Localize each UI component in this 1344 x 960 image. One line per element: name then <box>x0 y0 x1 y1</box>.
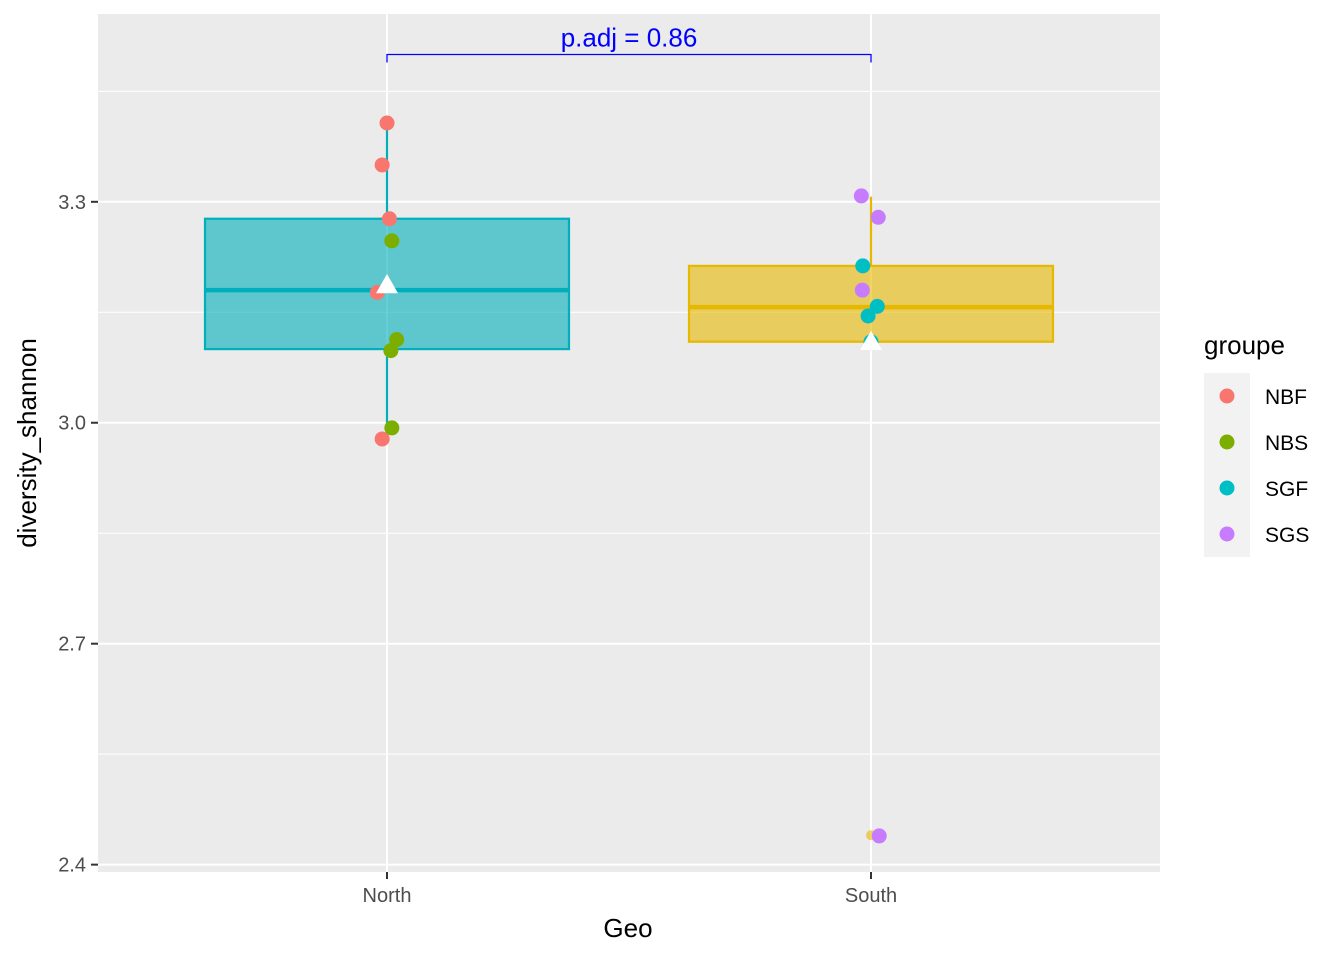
legend-key <box>1219 526 1235 542</box>
annotation-layer: p.adj = 0.86 <box>386 23 872 63</box>
legend-item-sgf: SGF <box>1219 478 1308 501</box>
legend-label: NBS <box>1265 432 1308 455</box>
legend-label: SGF <box>1265 478 1308 501</box>
significance-bracket <box>386 53 872 63</box>
legend-title: groupe <box>1204 330 1285 360</box>
data-point-nbs <box>384 420 400 436</box>
data-point-nbs <box>384 233 400 249</box>
data-point-sgs <box>853 188 869 204</box>
data-point-sgs <box>870 209 886 225</box>
data-point-nbf <box>381 211 397 227</box>
data-point-nbs <box>389 332 405 348</box>
legend: groupe NBF NBS SGF SGS <box>1204 330 1309 557</box>
mean-marker <box>860 330 882 350</box>
x-axis: North South <box>363 872 897 907</box>
legend-item-nbf: NBF <box>1219 386 1307 409</box>
legend-key <box>1219 434 1235 450</box>
p-value-label: p.adj = 0.86 <box>561 23 698 53</box>
mean-marker-layer <box>376 274 882 350</box>
legend-item-nbs: NBS <box>1219 432 1308 455</box>
legend-label: SGS <box>1265 524 1309 547</box>
y-axis: 2.4 2.7 3.0 3.3 <box>58 192 98 877</box>
legend-key-background <box>1204 373 1250 557</box>
y-tick-label: 3.3 <box>58 192 86 214</box>
plot-panel <box>98 14 1160 872</box>
x-tick-label: South <box>845 885 897 907</box>
legend-label: NBF <box>1265 386 1307 409</box>
data-point-sgf <box>860 308 876 324</box>
mean-marker <box>376 274 398 294</box>
y-tick-label: 3.0 <box>58 413 86 435</box>
data-point-nbf <box>374 157 390 173</box>
data-point-sgs <box>871 828 887 844</box>
legend-key <box>1219 480 1235 496</box>
y-axis-title: diversity_shannon <box>12 338 42 548</box>
data-point-sgf <box>869 298 885 314</box>
x-tick-label: North <box>363 885 412 907</box>
legend-item-sgs: SGS <box>1219 524 1309 547</box>
data-point-sgf <box>855 258 871 274</box>
y-tick-label: 2.4 <box>58 855 86 877</box>
legend-items: NBF NBS SGF SGS <box>1219 386 1309 547</box>
data-point-nbf <box>379 115 395 131</box>
x-axis-title: Geo <box>603 913 652 943</box>
legend-key <box>1219 388 1235 404</box>
data-point-nbs <box>383 343 399 359</box>
data-point-nbf <box>374 431 390 447</box>
data-point-sgs <box>854 282 870 298</box>
y-tick-label: 2.7 <box>58 634 86 656</box>
